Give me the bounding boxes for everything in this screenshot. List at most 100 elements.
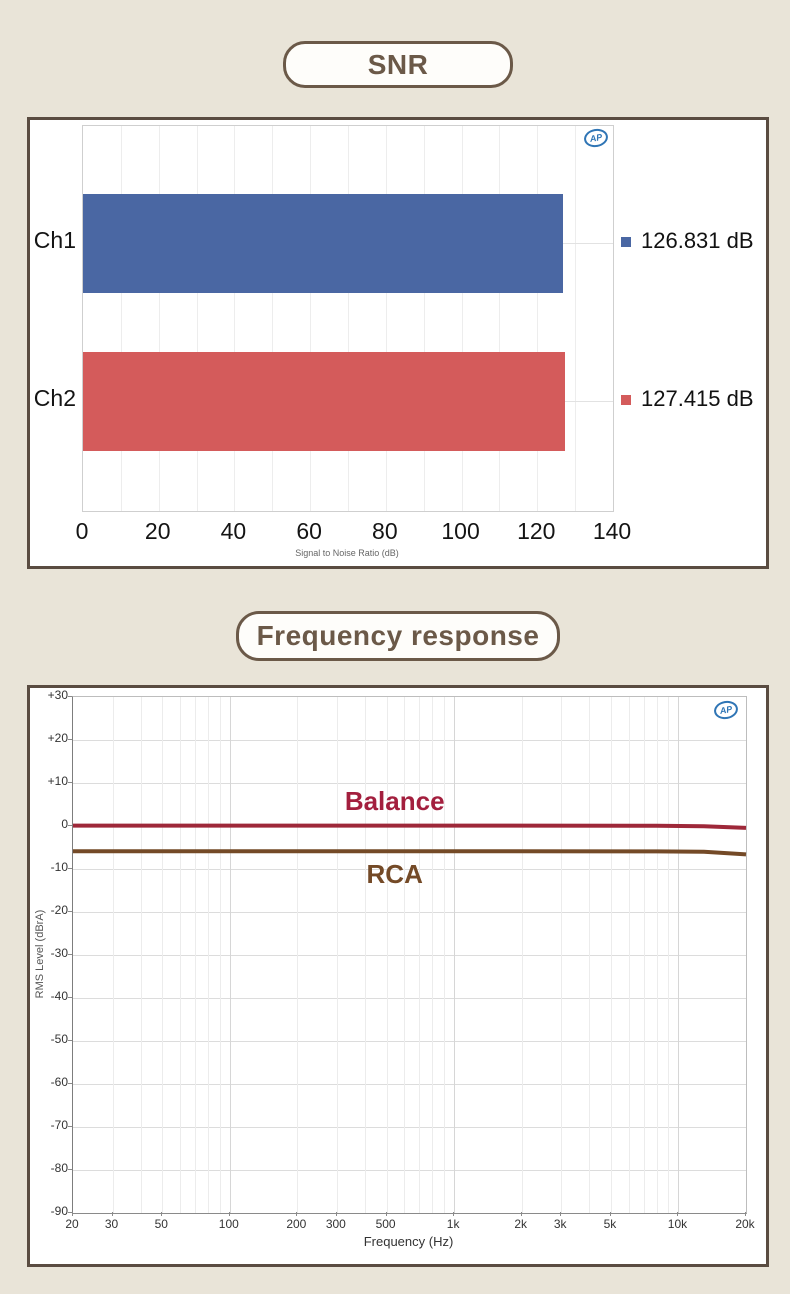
freq-series-lines	[73, 823, 747, 857]
freq-ytick-label: -10	[50, 860, 68, 874]
freq-gridline-minor	[419, 697, 420, 1213]
snr-gridline-vertical	[575, 126, 576, 511]
freq-gridline-minor	[589, 697, 590, 1213]
freq-gridline-major	[230, 697, 231, 1213]
freq-xtick-label: 5k	[603, 1217, 617, 1231]
frequency-response-title-text: Frequency response	[256, 620, 540, 651]
freq-ytick-label: -80	[50, 1161, 68, 1175]
snr-gridline-vertical	[537, 126, 538, 511]
freq-xtick-mark	[72, 1212, 73, 1216]
series-label-rca: RCA	[366, 859, 423, 890]
freq-xtick-mark	[520, 1212, 522, 1216]
snr-title-text: SNR	[367, 48, 429, 80]
freq-xtick-mark	[385, 1212, 387, 1216]
freq-gridline-minor	[162, 697, 163, 1213]
snr-xtick-label: 80	[372, 518, 398, 544]
freq-gridline-minor	[668, 697, 669, 1213]
freq-ytick-mark	[68, 825, 72, 826]
freq-gridline-minor	[113, 697, 114, 1213]
freq-gridline-minor	[195, 697, 196, 1213]
freq-xtick-mark	[609, 1212, 611, 1216]
freq-gridline-minor	[337, 697, 338, 1213]
freq-gridline-horizontal	[73, 1127, 746, 1128]
snr-xtick-label: 60	[296, 518, 322, 544]
snr-gridline-vertical	[462, 126, 463, 511]
frequency-response-plot-area: AP Balance RCA	[72, 696, 747, 1214]
snr-xtick-label: 20	[144, 518, 171, 544]
freq-xtick-mark	[228, 1212, 230, 1216]
freq-ytick-label: +10	[47, 774, 68, 788]
freq-xtick-mark	[111, 1212, 113, 1216]
series-line-rca	[73, 849, 747, 857]
snr-gridline-vertical	[310, 126, 311, 511]
snr-title-pill: SNR	[283, 41, 513, 88]
freq-gridline-minor	[365, 697, 366, 1213]
freq-ytick-mark	[68, 997, 72, 998]
snr-gridline-vertical	[386, 126, 387, 511]
snr-xtick-label: 140	[592, 518, 632, 544]
bar-ch2	[83, 351, 566, 451]
freq-gridline-horizontal	[73, 1041, 746, 1042]
bar-ch1	[83, 193, 564, 293]
freq-xtick-mark	[745, 1212, 746, 1216]
freq-ytick-label: -90	[50, 1204, 68, 1218]
snr-xtick-label: 0	[75, 518, 89, 544]
freq-gridline-minor	[629, 697, 630, 1213]
legend-marker-ch2	[621, 395, 631, 405]
freq-ytick-label: -60	[50, 1075, 68, 1089]
freq-gridline-minor	[141, 697, 142, 1213]
freq-xtick-label: 50	[154, 1217, 168, 1231]
freq-yaxis-title: RMS Level (dBrA)	[34, 909, 46, 999]
freq-gridline-minor	[404, 697, 405, 1213]
series-line-balance	[73, 823, 747, 830]
snr-gridline-vertical	[424, 126, 425, 511]
snr-gridline-vertical	[197, 126, 198, 511]
freq-ytick-label: 0	[61, 817, 68, 831]
freq-xtick-mark	[453, 1212, 455, 1216]
freq-xaxis-title: Frequency (Hz)	[363, 1234, 454, 1249]
freq-gridline-minor	[444, 697, 445, 1213]
audio-precision-logo-icon: AP	[582, 127, 610, 149]
frequency-response-chart-panel: AP Balance RCA +30 +20 +10 0 -10 -20 -30 -40 -50-…	[27, 685, 769, 1267]
series-label-balance: Balance	[344, 785, 445, 816]
freq-gridline-minor	[561, 697, 562, 1213]
freq-xtick-label: 2k	[514, 1217, 527, 1231]
snr-gridline-vertical	[272, 126, 273, 511]
freq-ytick-label: -20	[50, 903, 68, 917]
freq-gridline-minor	[208, 697, 209, 1213]
legend-marker-ch1	[621, 237, 631, 247]
freq-xtick-label: 10k	[667, 1217, 688, 1231]
freq-gridline-minor	[297, 697, 298, 1213]
freq-gridline-minor	[180, 697, 181, 1213]
freq-xtick-mark	[296, 1212, 298, 1216]
snr-gridline-vertical	[499, 126, 500, 511]
snr-xtick-label: 100	[441, 518, 480, 544]
legend-value-ch2: 127.415 dB	[641, 386, 754, 411]
freq-gridline-horizontal	[73, 1084, 746, 1085]
freq-gridline-horizontal	[73, 869, 746, 870]
freq-ytick-label: -50	[50, 1032, 68, 1046]
freq-gridline-minor	[522, 697, 523, 1213]
freq-ytick-label: +30	[47, 688, 68, 702]
freq-xtick-label: 1k	[446, 1217, 460, 1231]
snr-chart-panel: AP Ch1 126.831 dB Ch2 127.415 dB 0 20 40 60 80 10…	[27, 117, 769, 569]
freq-gridline-horizontal	[73, 912, 746, 913]
freq-xtick-label: 30	[104, 1217, 119, 1231]
snr-xtick-label: 40	[220, 518, 247, 544]
freq-ytick-label: -30	[50, 946, 68, 960]
snr-gridline-vertical	[234, 126, 235, 511]
snr-plot-area: AP	[82, 125, 614, 512]
freq-ytick-mark	[68, 696, 72, 697]
freq-gridline-horizontal	[73, 955, 746, 956]
freq-ytick-mark	[68, 782, 72, 783]
freq-gridline-minor	[220, 697, 221, 1213]
freq-ytick-label: -70	[50, 1118, 68, 1132]
freq-ytick-mark	[68, 1212, 72, 1213]
freq-xtick-mark	[560, 1212, 562, 1216]
freq-xtick-mark	[677, 1212, 679, 1216]
freq-xtick-label: 100	[218, 1217, 239, 1231]
freq-gridline-minor	[644, 697, 645, 1213]
freq-ytick-mark	[68, 1169, 72, 1170]
snr-xtick-label: 120	[517, 518, 556, 544]
